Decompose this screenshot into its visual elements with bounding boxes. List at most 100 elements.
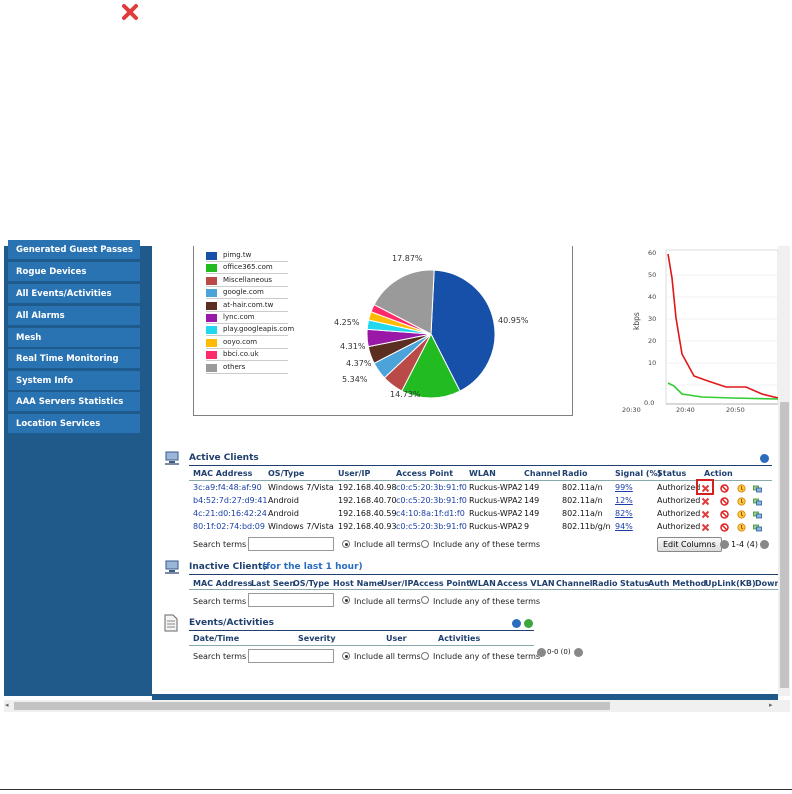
- disconnect-icon[interactable]: [701, 510, 710, 519]
- column-header[interactable]: Last Seen: [251, 579, 295, 588]
- column-header[interactable]: User/IP: [381, 579, 413, 588]
- active-clients-search-input[interactable]: [248, 537, 334, 551]
- sidebar-item-mesh[interactable]: Mesh: [8, 328, 140, 348]
- column-header[interactable]: Status: [657, 469, 686, 478]
- column-header[interactable]: User/IP: [338, 469, 370, 478]
- test-icon[interactable]: [737, 497, 746, 506]
- test-icon[interactable]: [737, 484, 746, 493]
- sidebar-item-rogue-devices[interactable]: Rogue Devices: [8, 262, 140, 282]
- test-icon[interactable]: [737, 523, 746, 532]
- prev-page-icon[interactable]: [537, 648, 546, 657]
- refresh-icon[interactable]: [512, 619, 521, 628]
- column-header[interactable]: Access Point: [413, 579, 470, 588]
- table-cell-wlan: Ruckus-WPA2: [469, 509, 523, 518]
- column-header[interactable]: Signal (%): [615, 469, 661, 478]
- legend-underline: [206, 273, 288, 274]
- table-cell-ap[interactable]: c0:c5:20:3b:91:f0: [396, 483, 467, 492]
- column-header[interactable]: Channel: [524, 469, 561, 478]
- column-header[interactable]: Access Point: [396, 469, 453, 478]
- refresh-icon[interactable]: [760, 454, 769, 463]
- block-icon[interactable]: [720, 523, 729, 532]
- table-cell-radio: 802.11a/n: [562, 483, 603, 492]
- column-header[interactable]: WLAN: [469, 469, 496, 478]
- include-any-radio[interactable]: [421, 540, 429, 548]
- block-icon[interactable]: [720, 510, 729, 519]
- sidebar-item-label: System Info: [16, 376, 73, 386]
- include-all-label: Include all terms: [354, 597, 421, 606]
- sidebar-item-label: Real Time Monitoring: [16, 354, 119, 364]
- sidebar-item-all-events[interactable]: All Events/Activities: [8, 284, 140, 304]
- speedflex-icon[interactable]: [753, 510, 762, 519]
- sidebar-item-system-info[interactable]: System Info: [8, 371, 140, 391]
- table-cell-signal[interactable]: 82%: [615, 509, 633, 518]
- table-cell-ap[interactable]: c4:10:8a:1f:d1:f0: [396, 509, 465, 518]
- edit-columns-button[interactable]: Edit Columns: [657, 537, 722, 552]
- column-header[interactable]: MAC Address: [193, 579, 252, 588]
- vertical-scroll-thumb[interactable]: [780, 402, 789, 688]
- table-cell-wlan: Ruckus-WPA2: [469, 522, 523, 531]
- table-cell-mac[interactable]: 80:1f:02:74:bd:09: [193, 522, 265, 531]
- disconnect-icon[interactable]: [701, 523, 710, 532]
- disconnect-icon[interactable]: [701, 497, 710, 506]
- table-cell-ap[interactable]: c0:c5:20:3b:91:f0: [396, 496, 467, 505]
- sidebar-item-all-alarms[interactable]: All Alarms: [8, 306, 140, 326]
- table-cell-mac[interactable]: b4:52:7d:27:d9:41: [193, 496, 268, 505]
- scroll-right-arrow-icon[interactable]: ▸: [769, 701, 773, 709]
- include-all-radio[interactable]: [342, 540, 350, 548]
- sidebar-item-label: Mesh: [16, 333, 41, 343]
- table-cell-signal[interactable]: 12%: [615, 496, 633, 505]
- block-icon[interactable]: [720, 484, 729, 493]
- table-cell-signal[interactable]: 99%: [615, 483, 633, 492]
- column-header[interactable]: Status: [620, 579, 649, 588]
- speedflex-icon[interactable]: [753, 484, 762, 493]
- column-header[interactable]: WLAN: [469, 579, 496, 588]
- column-header[interactable]: Channel: [556, 579, 593, 588]
- events-search-input[interactable]: [248, 649, 334, 663]
- include-all-radio[interactable]: [342, 652, 350, 660]
- sidebar-item-generated-guest-passes[interactable]: Generated Guest Passes: [8, 240, 140, 260]
- include-any-radio[interactable]: [421, 596, 429, 604]
- inactive-clients-search-input[interactable]: [248, 593, 334, 607]
- y-tick: 20: [648, 337, 656, 345]
- column-header[interactable]: Radio: [592, 579, 618, 588]
- table-cell-mac[interactable]: 3c:a9:f4:48:af:90: [193, 483, 262, 492]
- column-header[interactable]: MAC Address: [193, 469, 252, 478]
- test-icon[interactable]: [737, 510, 746, 519]
- pie-label: 4.31%: [340, 342, 365, 351]
- sidebar-item-label: All Events/Activities: [16, 289, 112, 299]
- next-page-icon[interactable]: [760, 540, 769, 549]
- legend-swatch: [206, 264, 217, 272]
- column-header: User: [386, 634, 407, 643]
- block-icon[interactable]: [720, 497, 729, 506]
- table-cell-ap[interactable]: c0:c5:20:3b:91:f0: [396, 522, 467, 531]
- horizontal-scroll-thumb[interactable]: [14, 702, 610, 710]
- table-cell-wlan: Ruckus-WPA2: [469, 483, 523, 492]
- table-cell-signal[interactable]: 94%: [615, 522, 633, 531]
- speedflex-icon[interactable]: [753, 497, 762, 506]
- next-page-icon[interactable]: [574, 648, 583, 657]
- column-header[interactable]: Radio: [562, 469, 588, 478]
- page-divider: [0, 789, 792, 790]
- column-header[interactable]: Access VLAN: [497, 579, 555, 588]
- column-header[interactable]: Auth Method: [648, 579, 706, 588]
- add-icon[interactable]: [524, 619, 533, 628]
- include-all-radio[interactable]: [342, 596, 350, 604]
- pager-text: 1-4 (4): [731, 540, 758, 549]
- prev-page-icon[interactable]: [720, 540, 729, 549]
- column-header[interactable]: UpLink(KB): [705, 579, 756, 588]
- legend-swatch: [206, 302, 217, 310]
- sidebar-item-location-services[interactable]: Location Services: [8, 414, 140, 434]
- include-any-radio[interactable]: [421, 652, 429, 660]
- disconnect-highlight: [696, 479, 714, 495]
- scroll-left-arrow-icon[interactable]: ◂: [5, 701, 9, 709]
- sidebar-item-real-time-monitoring[interactable]: Real Time Monitoring: [8, 349, 140, 369]
- column-header[interactable]: Down: [755, 579, 780, 588]
- table-cell-radio: 802.11a/n: [562, 496, 603, 505]
- speedflex-icon[interactable]: [753, 523, 762, 532]
- column-header[interactable]: Host Name: [333, 579, 382, 588]
- column-header[interactable]: Action: [704, 469, 733, 478]
- column-header[interactable]: OS/Type: [293, 579, 329, 588]
- sidebar-item-aaa-servers-statistics[interactable]: AAA Servers Statistics: [8, 392, 140, 412]
- column-header[interactable]: OS/Type: [268, 469, 304, 478]
- table-cell-mac[interactable]: 4c:21:d0:16:42:24: [193, 509, 267, 518]
